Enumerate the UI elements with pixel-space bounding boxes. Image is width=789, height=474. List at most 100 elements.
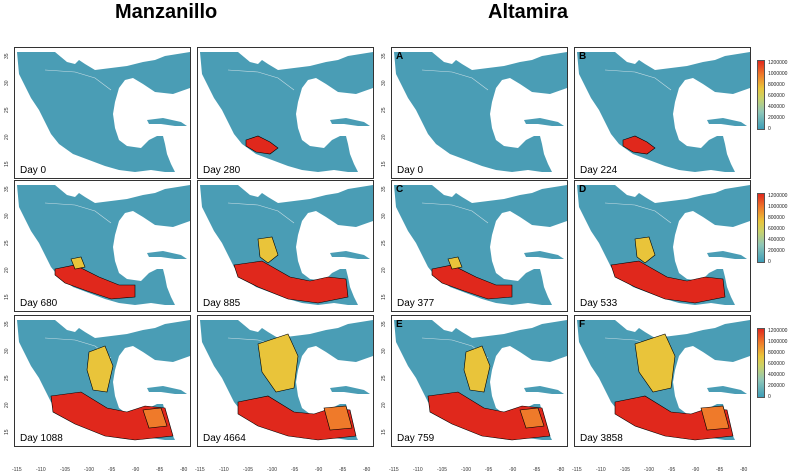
- invasion-zone: [142, 407, 168, 429]
- x-tick-label: -115: [12, 467, 22, 473]
- y-tick-label: 35: [4, 321, 10, 327]
- cuba-island: [330, 251, 370, 259]
- spread-map: [17, 320, 190, 441]
- legend-label: 200000: [768, 383, 785, 389]
- day-label: Day 885: [201, 298, 243, 309]
- cuba-island: [707, 386, 747, 394]
- title-manzanillo: Manzanillo: [115, 1, 218, 23]
- y-tick-label: 15: [381, 161, 387, 167]
- cuba-island: [147, 251, 187, 259]
- map-panel: Day 4664: [197, 315, 374, 447]
- color-legend: 1200000 1000000 800000 600000 400000 200000 0: [757, 60, 789, 132]
- x-tick-label: -90: [692, 467, 700, 473]
- x-tick-label: -115: [389, 467, 399, 473]
- legend-label: 1000000: [768, 71, 788, 77]
- invasion-zone: [50, 391, 174, 441]
- invasion-zone: [519, 407, 545, 429]
- x-tick-label: -85: [339, 467, 347, 473]
- invasion-zone: [233, 260, 349, 304]
- map-panel: Day 1088: [14, 315, 191, 447]
- y-tick-label: 35: [4, 53, 10, 59]
- baja-peninsula: [593, 68, 619, 126]
- map-panel: Day 0: [14, 47, 191, 179]
- y-tick-label: 35: [381, 321, 387, 327]
- invasion-zone: [634, 236, 656, 264]
- legend-label: 0: [768, 126, 771, 132]
- spread-map: [394, 52, 567, 172]
- y-tick-label: 30: [381, 80, 387, 86]
- legend-label: 600000: [768, 226, 785, 232]
- x-tick-label: -100: [461, 467, 472, 473]
- spread-map: [577, 320, 750, 441]
- legend-color-bar: [757, 193, 765, 263]
- legend-label: 600000: [768, 361, 785, 367]
- land-area: [577, 52, 750, 172]
- map-panel: A Day 0: [391, 47, 568, 179]
- x-tick-label: -105: [243, 467, 254, 473]
- legend-label: 800000: [768, 350, 785, 356]
- legend-color-bar: [757, 60, 765, 130]
- x-tick-label: -110: [36, 467, 46, 473]
- x-tick-label: -90: [315, 467, 323, 473]
- day-label: Day 224: [578, 165, 620, 176]
- spread-map: [17, 52, 190, 172]
- y-tick-label: 30: [381, 348, 387, 354]
- x-tick-label: -115: [572, 467, 582, 473]
- cuba-island: [524, 251, 564, 259]
- panel-letter: D: [579, 184, 587, 195]
- x-tick-label: -110: [596, 467, 606, 473]
- x-tick-label: -85: [716, 467, 724, 473]
- x-tick-label: -100: [644, 467, 655, 473]
- day-label: Day 680: [18, 298, 60, 309]
- cuba-island: [707, 251, 747, 259]
- x-tick-label: -100: [267, 467, 278, 473]
- y-tick-label: 25: [4, 375, 10, 381]
- baja-peninsula: [33, 68, 59, 126]
- map-panel: Day 680: [14, 180, 191, 312]
- spread-map: [200, 320, 373, 441]
- map-panel: D Day 533: [574, 180, 751, 312]
- legend-label: 1200000: [768, 328, 788, 334]
- y-tick-label: 15: [4, 161, 10, 167]
- legend-label: 200000: [768, 115, 785, 121]
- country-border: [44, 69, 112, 91]
- baja-peninsula: [33, 201, 59, 259]
- y-tick-label: 30: [4, 80, 10, 86]
- x-tick-label: -95: [108, 467, 116, 473]
- y-tick-label: 25: [381, 240, 387, 246]
- y-tick-label: 15: [4, 294, 10, 300]
- spread-map: [394, 320, 567, 441]
- x-tick-label: -95: [485, 467, 493, 473]
- y-tick-label: 20: [4, 267, 10, 273]
- spread-map: [577, 52, 750, 172]
- legend-label: 400000: [768, 104, 785, 110]
- country-border: [227, 202, 295, 224]
- legend-label: 0: [768, 394, 771, 400]
- invasion-zone: [427, 391, 551, 441]
- day-label: Day 0: [395, 165, 426, 176]
- invasion-zone: [431, 264, 513, 300]
- legend-label: 200000: [768, 248, 785, 254]
- y-tick-label: 25: [4, 107, 10, 113]
- cuba-island: [330, 118, 370, 126]
- map-panel: Day 885: [197, 180, 374, 312]
- y-tick-label: 20: [4, 134, 10, 140]
- invasion-zone: [447, 256, 463, 270]
- y-tick-label: 20: [381, 267, 387, 273]
- x-tick-label: -80: [363, 467, 371, 473]
- legend-color-bar: [757, 328, 765, 398]
- y-tick-label: 25: [4, 240, 10, 246]
- map-panel: Day 280: [197, 47, 374, 179]
- country-border: [604, 202, 672, 224]
- baja-peninsula: [410, 201, 436, 259]
- land-area: [200, 52, 373, 172]
- invasion-zone: [257, 236, 279, 264]
- x-tick-label: -105: [60, 467, 71, 473]
- cuba-island: [524, 118, 564, 126]
- cuba-island: [330, 386, 370, 394]
- spread-map: [200, 185, 373, 305]
- map-panel: F Day 3858: [574, 315, 751, 447]
- spread-map: [577, 185, 750, 305]
- x-tick-label: -80: [180, 467, 188, 473]
- x-tick-label: -80: [557, 467, 565, 473]
